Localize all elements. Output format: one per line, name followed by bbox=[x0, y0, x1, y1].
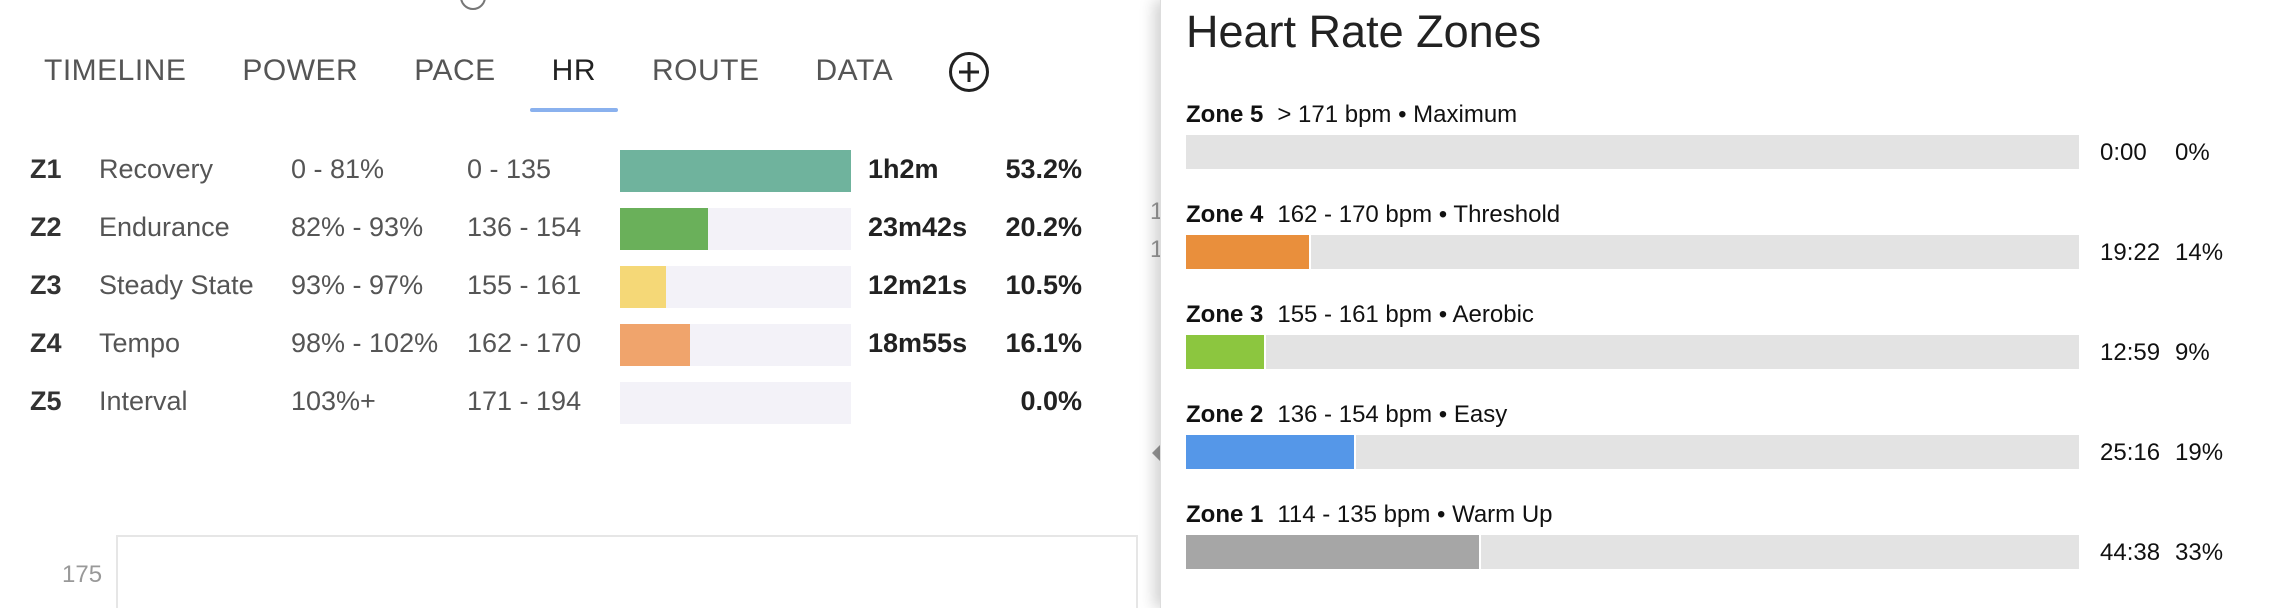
zone-description: 162 - 170 bpm • Threshold bbox=[1277, 201, 1561, 228]
chart-y-tick: 175 bbox=[62, 561, 103, 588]
zone-share: 20.2% bbox=[1005, 212, 1082, 242]
background-fragment: 1 bbox=[1150, 236, 1160, 263]
zone-bar-track bbox=[1186, 335, 2079, 369]
tab-hr[interactable]: HR bbox=[529, 50, 619, 114]
cropped-circle-icon bbox=[460, 0, 486, 10]
panel-title: Heart Rate Zones bbox=[1186, 6, 1542, 57]
zone-bar-fill bbox=[620, 208, 708, 250]
zone-bar-fill bbox=[1186, 535, 1481, 569]
zone-time: 12m21s bbox=[868, 270, 968, 300]
zone-row-z2: Z2 Endurance 82% - 93% 136 - 154 23m42s … bbox=[0, 208, 1160, 250]
zone-id: Z5 bbox=[30, 386, 62, 416]
hr-chart-frame bbox=[116, 535, 1138, 608]
zone-percent-range: 98% - 102% bbox=[291, 328, 439, 358]
zone-bar-fill bbox=[1186, 335, 1267, 369]
plus-circle-icon[interactable] bbox=[949, 52, 990, 92]
hr-zone-3: Zone 3 155 - 161 bpm • Aerobic 12:59 9% bbox=[1186, 301, 2266, 385]
zone-bar-track bbox=[1186, 135, 2079, 169]
zone-percent-range: 93% - 97% bbox=[291, 270, 424, 300]
zone-description: > 171 bpm • Maximum bbox=[1277, 101, 1518, 128]
tab-route[interactable]: ROUTE bbox=[652, 54, 760, 87]
zone-id: Z3 bbox=[30, 270, 62, 300]
tab-pace[interactable]: PACE bbox=[414, 54, 496, 87]
zone-label: Zone 3 bbox=[1186, 301, 1264, 328]
cropped-header-fragment bbox=[420, 0, 486, 10]
zone-bpm-range: 171 - 194 bbox=[467, 386, 582, 416]
zone-label: Zone 5 bbox=[1186, 101, 1264, 128]
tab-data[interactable]: DATA bbox=[815, 54, 894, 87]
hr-zone-4: Zone 4 162 - 170 bpm • Threshold 19:22 14… bbox=[1186, 201, 2266, 285]
zone-percent: 9% bbox=[2175, 339, 2210, 366]
zone-description: 155 - 161 bpm • Aerobic bbox=[1277, 301, 1534, 328]
zone-bar-track bbox=[620, 266, 851, 308]
zone-name: Interval bbox=[99, 386, 188, 416]
background-fragment: 1 bbox=[1150, 198, 1160, 225]
zone-time: 44:38 bbox=[2100, 539, 2161, 566]
zone-percent-range: 0 - 81% bbox=[291, 154, 385, 184]
hr-zone-1: Zone 1 114 - 135 bpm • Warm Up 44:38 33% bbox=[1186, 501, 2266, 585]
zone-bar-fill bbox=[620, 150, 851, 192]
zone-percent-range: 82% - 93% bbox=[291, 212, 424, 242]
analysis-tabs: TIMELINE POWER PACE HR ROUTE DATA bbox=[44, 50, 990, 114]
zone-bpm-range: 162 - 170 bbox=[467, 328, 582, 358]
zone-time: 23m42s bbox=[868, 212, 968, 242]
zone-bar-fill bbox=[1186, 235, 1312, 269]
zone-bpm-range: 155 - 161 bbox=[467, 270, 582, 300]
zone-row-z1: Z1 Recovery 0 - 81% 0 - 135 1h2m 53.2% bbox=[0, 150, 1160, 192]
zone-time: 1h2m bbox=[868, 154, 939, 184]
zone-bar-track bbox=[620, 208, 851, 250]
tab-power[interactable]: POWER bbox=[242, 54, 359, 87]
zone-percent: 19% bbox=[2175, 439, 2224, 466]
zone-percent: 33% bbox=[2175, 539, 2224, 566]
zone-description: 136 - 154 bpm • Easy bbox=[1277, 401, 1508, 428]
zone-bar-track bbox=[1186, 235, 2079, 269]
zone-row-z5: Z5 Interval 103%+ 171 - 194 0.0% bbox=[0, 382, 1160, 424]
hr-zone-5: Zone 5 > 171 bpm • Maximum 0:00 0% bbox=[1186, 101, 2266, 185]
tab-timeline[interactable]: TIMELINE bbox=[44, 54, 187, 87]
zone-description: 114 - 135 bpm • Warm Up bbox=[1277, 501, 1553, 528]
zone-bar-track bbox=[620, 324, 851, 366]
zone-label: Zone 2 bbox=[1186, 401, 1264, 428]
zone-time: 12:59 bbox=[2100, 339, 2161, 366]
zone-bar-track bbox=[620, 150, 851, 192]
zone-share: 0.0% bbox=[1020, 386, 1082, 416]
zone-share: 10.5% bbox=[1005, 270, 1082, 300]
zone-percent: 0% bbox=[2175, 139, 2210, 166]
zone-id: Z1 bbox=[30, 154, 62, 184]
zone-row-z3: Z3 Steady State 93% - 97% 155 - 161 12m2… bbox=[0, 266, 1160, 308]
zone-bar-fill bbox=[620, 324, 690, 366]
zone-row-z4: Z4 Tempo 98% - 102% 162 - 170 18m55s 16.… bbox=[0, 324, 1160, 366]
zone-id: Z4 bbox=[30, 328, 62, 358]
heart-rate-zones-panel: Heart Rate Zones Zone 5 > 171 bpm • Maxim… bbox=[1160, 0, 2286, 608]
zone-time: 25:16 bbox=[2100, 439, 2161, 466]
zone-bar-track bbox=[1186, 535, 2079, 569]
zone-bar-track bbox=[620, 382, 851, 424]
zone-percent: 14% bbox=[2175, 239, 2224, 266]
zone-id: Z2 bbox=[30, 212, 62, 242]
zone-bar-fill bbox=[620, 266, 666, 308]
workout-analysis-pane: TIMELINE POWER PACE HR ROUTE DATA Z1 Rec… bbox=[0, 0, 1160, 608]
zone-name: Endurance bbox=[99, 212, 230, 242]
zone-time: 18m55s bbox=[868, 328, 968, 358]
zone-share: 53.2% bbox=[1005, 154, 1082, 184]
zone-name: Steady State bbox=[99, 270, 254, 300]
zone-bar-track bbox=[1186, 435, 2079, 469]
caret-left-icon bbox=[1152, 445, 1160, 461]
zone-label: Zone 1 bbox=[1186, 501, 1264, 528]
zone-percent-range: 103%+ bbox=[291, 386, 376, 416]
zone-label: Zone 4 bbox=[1186, 201, 1264, 228]
zone-bpm-range: 136 - 154 bbox=[467, 212, 582, 242]
zone-bpm-range: 0 - 135 bbox=[467, 154, 552, 184]
zone-bar-fill bbox=[1186, 435, 1356, 469]
zone-name: Tempo bbox=[99, 328, 181, 358]
zone-share: 16.1% bbox=[1005, 328, 1082, 358]
zone-time: 0:00 bbox=[2100, 139, 2147, 166]
zone-name: Recovery bbox=[99, 154, 214, 184]
zone-time: 19:22 bbox=[2100, 239, 2161, 266]
hr-zone-2: Zone 2 136 - 154 bpm • Easy 25:16 19% bbox=[1186, 401, 2266, 485]
